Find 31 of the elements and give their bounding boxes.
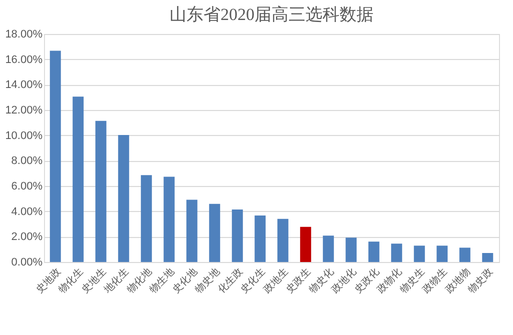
y-tick-label: 10.00% [5,130,43,142]
bar [346,238,357,262]
bar [164,176,175,262]
bar [322,236,334,262]
bar [368,242,380,262]
bar [140,175,152,262]
bar [254,216,266,262]
bar [72,96,84,262]
bar [186,200,198,262]
bar [300,226,312,262]
bar [95,120,106,262]
y-tick-label: 18.00% [5,28,43,40]
y-tick-label: 6.00% [11,180,43,192]
bar [50,50,61,262]
bar [209,204,220,262]
y-tick-label: 12.00% [5,104,43,116]
y-tick-label: 14.00% [5,79,43,92]
bar [414,246,425,262]
bar [118,134,130,262]
bar [436,246,448,262]
y-tick-label: 0.00% [11,256,43,268]
bar [459,248,470,262]
y-tick-label: 4.00% [11,206,43,218]
bar [482,253,494,262]
y-tick-label: 8.00% [11,155,43,168]
bar [277,218,288,262]
bar [391,244,402,262]
bar [232,210,243,262]
chart-title: 山东省2020届高三选科数据 [170,5,374,24]
y-tick-label: 2.00% [11,231,43,244]
y-tick-label: 16.00% [5,54,43,66]
